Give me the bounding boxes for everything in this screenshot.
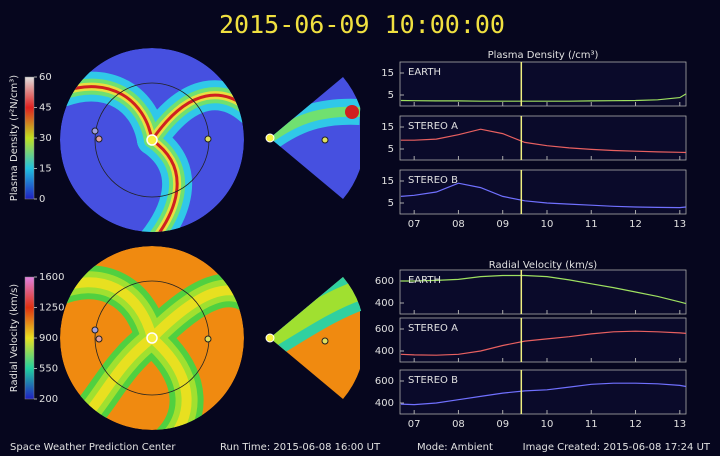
velocity-wedge (270, 277, 360, 399)
colorbar-tick-label: 15 (39, 164, 52, 175)
series-line (400, 382, 687, 406)
series-line (400, 128, 687, 154)
y-tick-label: 400 (375, 298, 394, 309)
x-tick-label: 10 (541, 219, 554, 230)
colorbar-label: Radial Velocity (km/s) (9, 284, 20, 392)
colorbar-label: Plasma Density (r²N/cm³) (9, 75, 20, 202)
velocity-disk (60, 246, 244, 430)
panel-frame (399, 369, 687, 415)
panel-label: EARTH (408, 67, 441, 78)
run-time: Run Time: 2015-06-08 16:00 UT (220, 442, 381, 453)
panel-label: EARTH (408, 275, 441, 286)
panel-label: STEREO B (408, 375, 458, 386)
colorbar (24, 76, 35, 200)
colorbar-tick-label: 1250 (39, 303, 64, 314)
colorbar (24, 276, 35, 400)
density-wedge (270, 77, 360, 199)
y-tick-label: 600 (375, 376, 394, 387)
panel-frame (399, 61, 687, 107)
y-tick-label: 5 (388, 198, 394, 209)
x-tick-label: 07 (408, 419, 421, 430)
chart-title: Plasma Density (/cm³) (488, 50, 599, 61)
x-tick-label: 09 (496, 419, 509, 430)
panel-label: STEREO A (408, 323, 458, 334)
x-tick-label: 08 (452, 219, 465, 230)
series-line (400, 330, 687, 356)
panel-label: STEREO B (408, 175, 458, 186)
x-tick-label: 09 (496, 219, 509, 230)
y-tick-label: 600 (375, 276, 394, 287)
y-tick-label: 400 (375, 398, 394, 409)
y-tick-label: 5 (388, 90, 394, 101)
x-tick-label: 13 (673, 219, 686, 230)
series-line (400, 93, 687, 102)
image-created: Image Created: 2015-06-08 17:24 UT (523, 442, 711, 453)
x-tick-label: 11 (585, 219, 598, 230)
density-disk (60, 48, 244, 232)
x-tick-label: 12 (629, 219, 642, 230)
colorbar-tick-label: 30 (39, 133, 52, 144)
panel-label: STEREO A (408, 121, 458, 132)
footer-left: Space Weather Prediction Center (10, 442, 176, 453)
colorbar-tick-label: 45 (39, 103, 52, 114)
mode: Mode: Ambient (417, 442, 493, 453)
colorbar-tick-label: 200 (39, 394, 58, 405)
y-tick-label: 15 (381, 122, 394, 133)
y-tick-label: 15 (381, 68, 394, 79)
x-tick-label: 08 (452, 419, 465, 430)
colorbar-tick-label: 900 (39, 333, 58, 344)
series-line (400, 274, 687, 305)
colorbar-tick-label: 1600 (39, 272, 64, 283)
body-markers (91, 127, 329, 345)
x-tick-label: 10 (541, 419, 554, 430)
x-tick-label: 11 (585, 419, 598, 430)
chart-title: Radial Velocity (km/s) (489, 260, 597, 271)
series-line (400, 182, 687, 209)
y-tick-label: 400 (375, 346, 394, 357)
x-tick-label: 07 (408, 219, 421, 230)
colorbar-tick-label: 0 (39, 194, 45, 205)
x-tick-label: 13 (673, 419, 686, 430)
y-tick-label: 15 (381, 176, 394, 187)
y-tick-label: 600 (375, 324, 394, 335)
panel-frame (399, 115, 687, 161)
colorbar-tick-label: 60 (39, 72, 52, 83)
title: 2015-06-09 10:00:00 (219, 10, 505, 39)
colorbar-tick-label: 550 (39, 364, 58, 375)
x-tick-label: 12 (629, 419, 642, 430)
y-tick-label: 5 (388, 144, 394, 155)
